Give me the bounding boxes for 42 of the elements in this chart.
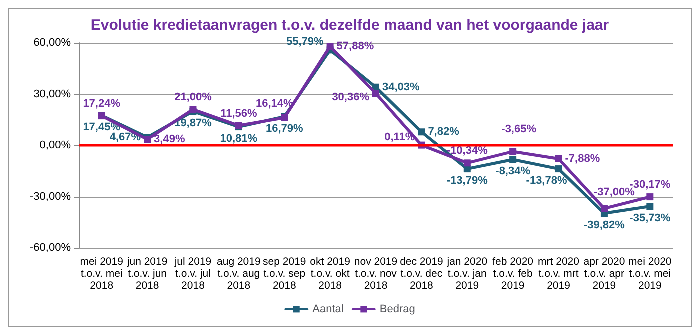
x-tick-label: feb 2020 t.o.v. feb 2019 (492, 256, 534, 292)
y-tick-label: 60,00% (34, 37, 72, 49)
y-tick-label: 30,00% (34, 88, 72, 100)
y-tick-label: -30,00% (30, 190, 72, 203)
y-tick-label: -60,00% (30, 242, 72, 254)
data-label: 10,81% (220, 133, 258, 146)
x-tick-label: jul 2019 t.o.v. jul 2018 (174, 256, 212, 292)
x-tick-label: jun 2019 t.o.v. jun 2018 (126, 256, 168, 292)
data-label: 21,00% (174, 92, 212, 104)
data-label: 7,82% (428, 126, 460, 138)
x-tick-label: mei 2020 t.o.v. mei 2019 (628, 256, 672, 292)
x-tick-label: dec 2019 t.o.v. dec 2018 (400, 256, 444, 292)
data-label: 16,79% (266, 122, 304, 135)
data-label: -13,79% (446, 175, 488, 188)
data-label: 16,14% (256, 98, 294, 110)
x-tick-label: jan 2020 t.o.v. jan 2019 (446, 256, 488, 292)
data-label: 17,45% (83, 122, 121, 134)
x-tick-label: sep 2019 t.o.v. sep 2018 (263, 256, 306, 292)
data-label: -7,88% (565, 152, 600, 165)
data-label: -35,73% (630, 212, 671, 225)
data-label: -3,65% (502, 124, 537, 136)
chart-title: Evolutie kredietaanvragen t.o.v. dezelfde maand van het voorgaande jaar (90, 17, 610, 34)
data-label: 57,88% (336, 40, 374, 53)
x-tick-label: mei 2019 t.o.v. mei 2018 (80, 256, 124, 292)
data-label: 11,56% (220, 108, 258, 120)
data-label: 30,36% (332, 92, 370, 104)
data-label: -13,78% (526, 175, 568, 188)
y-tick-label: 0,00% (40, 140, 72, 152)
x-tick-label: apr 2020 t.o.v. apr 2019 (584, 256, 626, 292)
x-tick-label: nov 2019 t.o.v. nov 2018 (354, 256, 398, 292)
data-label: -8,34% (496, 166, 531, 178)
legend-label: Aantal (312, 304, 344, 316)
data-label: 55,79% (286, 36, 324, 48)
data-label: 17,24% (83, 98, 121, 110)
legend-label: Bedrag (380, 304, 416, 316)
x-tick-label: mrt 2020 t.o.v. mrt 2019 (538, 256, 580, 292)
data-label: 34,03% (382, 81, 420, 94)
data-label: -10,34% (446, 145, 488, 158)
x-tick-label: aug 2019 t.o.v. aug 2018 (217, 256, 261, 292)
x-tick-label: okt 2019 t.o.v. okt 2018 (310, 256, 351, 292)
data-label: -39,82% (584, 220, 626, 232)
data-label: 3,49% (154, 134, 186, 146)
